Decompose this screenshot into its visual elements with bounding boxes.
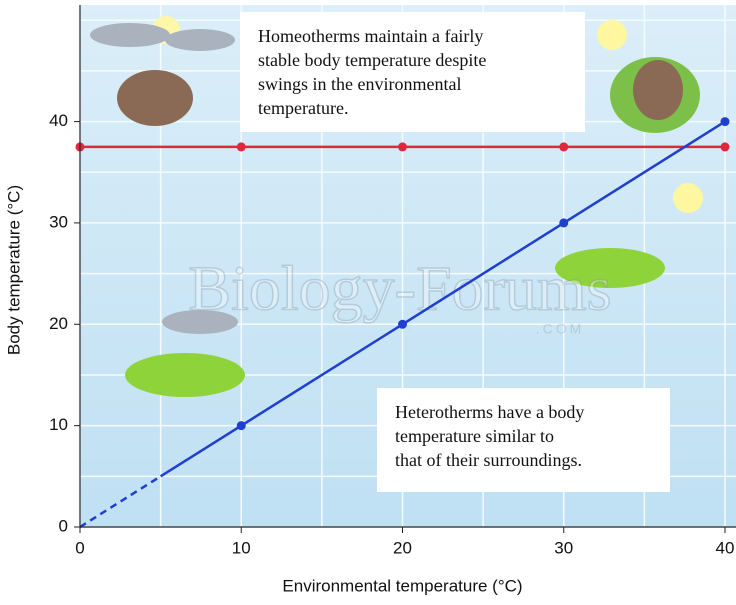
x-tick-label: 40 xyxy=(716,538,735,557)
axes: 0 10 20 30 40 0 10 20 30 40 Environmental temperat… xyxy=(4,5,736,595)
watermark-text: Biology-Forums xyxy=(188,253,611,324)
point xyxy=(398,142,407,152)
annotation-box xyxy=(240,12,585,132)
point xyxy=(559,142,569,152)
annotation-text: temperature. xyxy=(258,98,348,118)
x-tick-label: 0 xyxy=(75,538,84,557)
watermark-text: .COM xyxy=(536,321,585,337)
line xyxy=(79,475,162,529)
y-tick-label: 10 xyxy=(49,415,68,434)
lizard xyxy=(555,248,665,288)
x-tick-label: 20 xyxy=(393,538,412,557)
cloud xyxy=(162,310,238,334)
y-tick-label: 30 xyxy=(49,212,68,231)
rabbit xyxy=(633,60,683,120)
annotation-text: swings in the environmental xyxy=(258,74,461,94)
y-tick-label: 0 xyxy=(59,516,68,535)
annotation-text: stable body temperature despite xyxy=(258,50,486,70)
annotation-text: Heterotherms have a body xyxy=(395,402,584,422)
decorations xyxy=(90,16,703,397)
x-axis-label: Environmental temperature (°C) xyxy=(282,576,522,595)
lizard xyxy=(125,353,245,397)
rabbit xyxy=(117,70,193,126)
point xyxy=(398,319,407,329)
sun xyxy=(673,183,703,213)
point xyxy=(236,142,246,152)
annotation-text: Homeotherms maintain a fairly xyxy=(258,26,483,46)
sun xyxy=(597,20,627,50)
y-axis-label: Body temperature (°C) xyxy=(4,185,23,355)
y-tick-label: 20 xyxy=(49,314,68,333)
cloud xyxy=(165,29,235,51)
watermark: Biology-Forums.COM xyxy=(188,252,613,337)
cloud xyxy=(90,23,170,47)
annotation-box xyxy=(377,388,670,492)
x-tick-label: 30 xyxy=(554,538,573,557)
annotation-text: that of their surroundings. xyxy=(395,450,582,470)
point xyxy=(720,117,730,127)
y-tick-label: 40 xyxy=(49,111,68,130)
point xyxy=(720,142,730,152)
point xyxy=(559,218,569,228)
point xyxy=(236,421,246,431)
annotations: Homeotherms maintain a fairly stable body… xyxy=(240,12,670,492)
x-tick-label: 10 xyxy=(232,538,251,557)
annotation-text: temperature similar to xyxy=(395,426,554,446)
lines xyxy=(75,117,730,529)
